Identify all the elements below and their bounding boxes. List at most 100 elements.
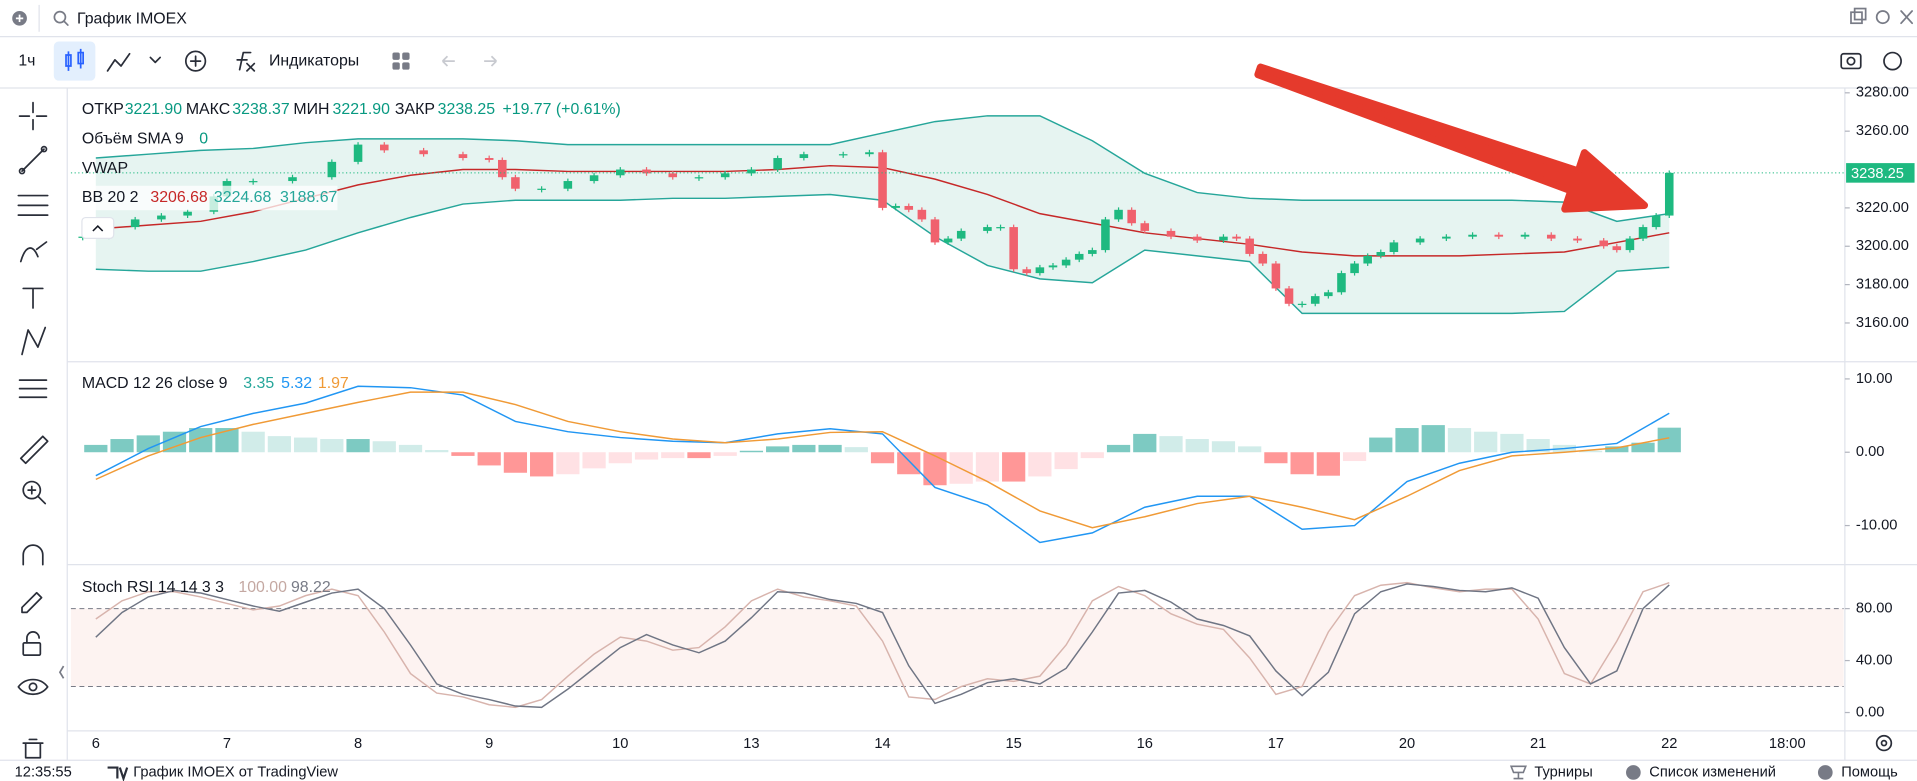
y-tick-label: 3160.00 — [1856, 315, 1909, 331]
histogram-bar — [1342, 452, 1367, 462]
redo-button[interactable] — [484, 55, 497, 67]
candle — [1363, 255, 1372, 264]
candle — [1651, 215, 1661, 228]
candle — [1415, 238, 1425, 243]
histogram-bar — [1054, 452, 1078, 470]
candle — [1376, 252, 1386, 256]
compare-button[interactable] — [106, 52, 131, 72]
collapse-toolbar[interactable] — [58, 665, 65, 679]
candle — [248, 181, 258, 183]
icon — [17, 678, 49, 696]
histogram-bar — [1290, 452, 1314, 475]
icon — [189, 55, 202, 67]
histogram-bar — [503, 452, 528, 473]
candle — [353, 144, 363, 162]
histogram-bar — [1421, 425, 1445, 453]
new-tab-button[interactable] — [12, 11, 27, 26]
candle — [1310, 296, 1320, 304]
histogram-bar — [451, 452, 475, 456]
drawing-tools[interactable] — [17, 101, 49, 759]
candle — [1088, 250, 1097, 254]
icon — [18, 379, 48, 399]
snapshot-button[interactable] — [1840, 52, 1862, 70]
indicator-label[interactable]: Stoch RSI 14 14 3 3 — [82, 579, 224, 596]
stoch-line — [95, 581, 1670, 709]
axis-settings[interactable] — [1875, 734, 1893, 752]
candle — [1297, 303, 1307, 306]
histogram-bar — [372, 441, 396, 453]
footer-link[interactable]: Список изменений — [1649, 764, 1776, 780]
candle — [1192, 236, 1202, 241]
icon — [22, 287, 44, 309]
candle — [668, 173, 678, 178]
source-link[interactable]: График IMOEX от TradingView — [133, 764, 338, 780]
footer-link[interactable]: Помощь — [1841, 764, 1898, 780]
histogram-bar — [1631, 442, 1655, 453]
histogram-bar — [739, 450, 764, 453]
search-icon — [53, 10, 69, 26]
add-button[interactable] — [184, 50, 207, 72]
indicators-button[interactable]: Индикаторы — [269, 52, 359, 69]
indicator-value: 0 — [199, 131, 208, 148]
candle — [943, 238, 953, 243]
indicator-label[interactable]: MACD 12 26 close 9 — [82, 375, 228, 392]
candle — [1271, 263, 1281, 289]
candle — [956, 230, 966, 239]
candle — [694, 177, 704, 179]
templates-button[interactable] — [392, 52, 410, 70]
candle — [1520, 234, 1530, 237]
legend-label: ОТКР — [82, 101, 124, 118]
candle — [1612, 246, 1622, 251]
histogram-bar — [293, 437, 318, 453]
indicator-label[interactable]: VWAP — [82, 160, 128, 177]
histogram-bar — [634, 452, 659, 460]
x-axis: 6 7 8 9 10 13 14 15 16 17 20 21 22 18:00 — [92, 736, 1806, 752]
histogram-bar — [1211, 441, 1236, 453]
dropdown-button[interactable] — [149, 56, 162, 64]
candle — [1468, 234, 1477, 237]
histogram-bar — [556, 452, 580, 475]
icon — [22, 642, 42, 656]
candle — [1232, 236, 1241, 239]
settings-button[interactable] — [1883, 51, 1902, 71]
candle — [511, 177, 520, 189]
interval-button[interactable]: 1ч — [18, 52, 35, 69]
candle — [1245, 238, 1254, 254]
icon — [65, 48, 84, 71]
icon — [18, 101, 48, 131]
icon — [1853, 7, 1867, 21]
histogram-bar — [398, 444, 423, 453]
price-pane: 3280.00 3260.00 3220.00 3200.00 3180.00 3160.… — [70, 85, 1915, 331]
candle — [904, 205, 914, 210]
search-field[interactable]: График IMOEX — [77, 11, 187, 28]
histogram-bar — [241, 431, 265, 453]
candle — [799, 154, 809, 159]
histogram-bar — [1238, 446, 1262, 453]
histogram-bar — [713, 452, 737, 456]
candle — [616, 169, 625, 176]
histogram-bar — [530, 452, 554, 477]
window-buttons[interactable] — [1850, 7, 1913, 25]
top-bar — [0, 0, 1917, 37]
x-tick-label: 9 — [485, 736, 493, 752]
indicator-label[interactable]: Объём SMA 9 — [82, 131, 184, 148]
icon — [19, 435, 49, 465]
footer-link[interactable]: Турниры — [1534, 764, 1592, 780]
icon — [22, 738, 44, 759]
icon — [402, 62, 410, 70]
candle — [1114, 209, 1123, 220]
undo-button[interactable] — [441, 55, 455, 67]
histogram-bar — [1605, 446, 1629, 453]
macd-line — [95, 385, 1670, 544]
histogram-bar — [1080, 452, 1104, 459]
candle — [1022, 269, 1032, 274]
candle — [563, 181, 573, 189]
indicator-label[interactable]: BB 20 2 — [82, 189, 139, 206]
candle — [1664, 172, 1674, 216]
chart-type-button[interactable] — [53, 41, 96, 81]
candle — [838, 154, 848, 156]
annotation-arrow — [1254, 63, 1649, 213]
collapse-legend[interactable] — [81, 216, 115, 239]
candle — [130, 219, 140, 228]
icon — [26, 631, 40, 644]
